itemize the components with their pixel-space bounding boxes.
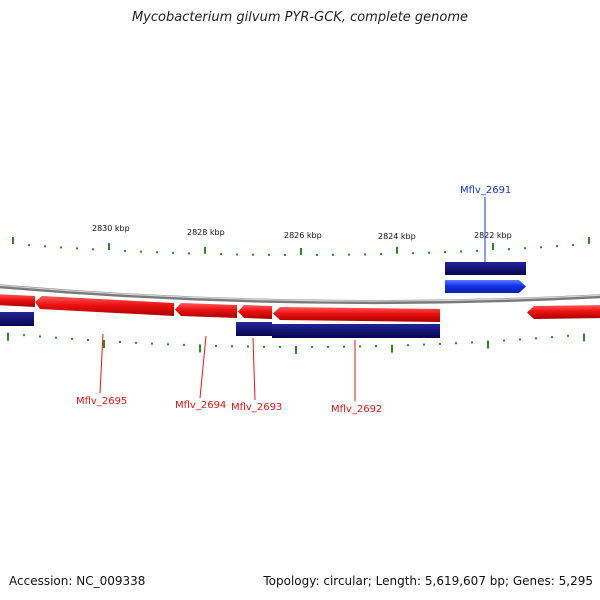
gene-arrow[interactable]: [0, 294, 35, 307]
gene-label-bottom[interactable]: Mflv_2693: [231, 402, 282, 413]
cds-block[interactable]: [236, 322, 272, 336]
gene-arrow-mflv-2693[interactable]: [238, 305, 272, 319]
scale-label: 2822 kbp: [474, 231, 512, 240]
gene-arrow-mflv-2695[interactable]: [35, 296, 174, 316]
genome-backbone-highlight: [0, 284, 600, 302]
accession-label: Accession: NC_009338: [9, 574, 146, 588]
label-leader: [252, 337, 256, 401]
topology-label: Topology: circular; Length: 5,619,607 bp…: [263, 574, 593, 588]
scale-label: 2824 kbp: [378, 232, 416, 241]
scale-labels: 2830 kbp 2828 kbp 2826 kbp 2824 kbp 2822…: [92, 224, 512, 241]
label-leader: [99, 333, 104, 394]
cds-block[interactable]: [445, 262, 526, 275]
gene-label-bottom[interactable]: Mflv_2695: [76, 396, 127, 407]
cds-block[interactable]: [0, 312, 34, 326]
gene-arrow[interactable]: [527, 305, 600, 319]
gene-label-bottom[interactable]: Mflv_2694: [175, 400, 226, 411]
gene-arrow-mflv-2691[interactable]: [445, 280, 526, 293]
map-title: Mycobacterium gilvum PYR-GCK, complete g…: [131, 10, 469, 25]
scale-label: 2826 kbp: [284, 231, 322, 240]
gene-label-top[interactable]: Mflv_2691: [460, 185, 511, 196]
gene-label-bottom[interactable]: Mflv_2692: [331, 404, 382, 415]
scale-label: 2830 kbp: [92, 224, 130, 233]
label-leader: [199, 335, 207, 399]
gene-arrow-mflv-2692[interactable]: [273, 307, 440, 322]
scale-label: 2828 kbp: [187, 228, 225, 237]
cds-block[interactable]: [272, 324, 440, 338]
scale-ticks: [7, 236, 590, 354]
gene-arrow-mflv-2694[interactable]: [175, 303, 237, 318]
genome-backbone: [0, 284, 600, 305]
